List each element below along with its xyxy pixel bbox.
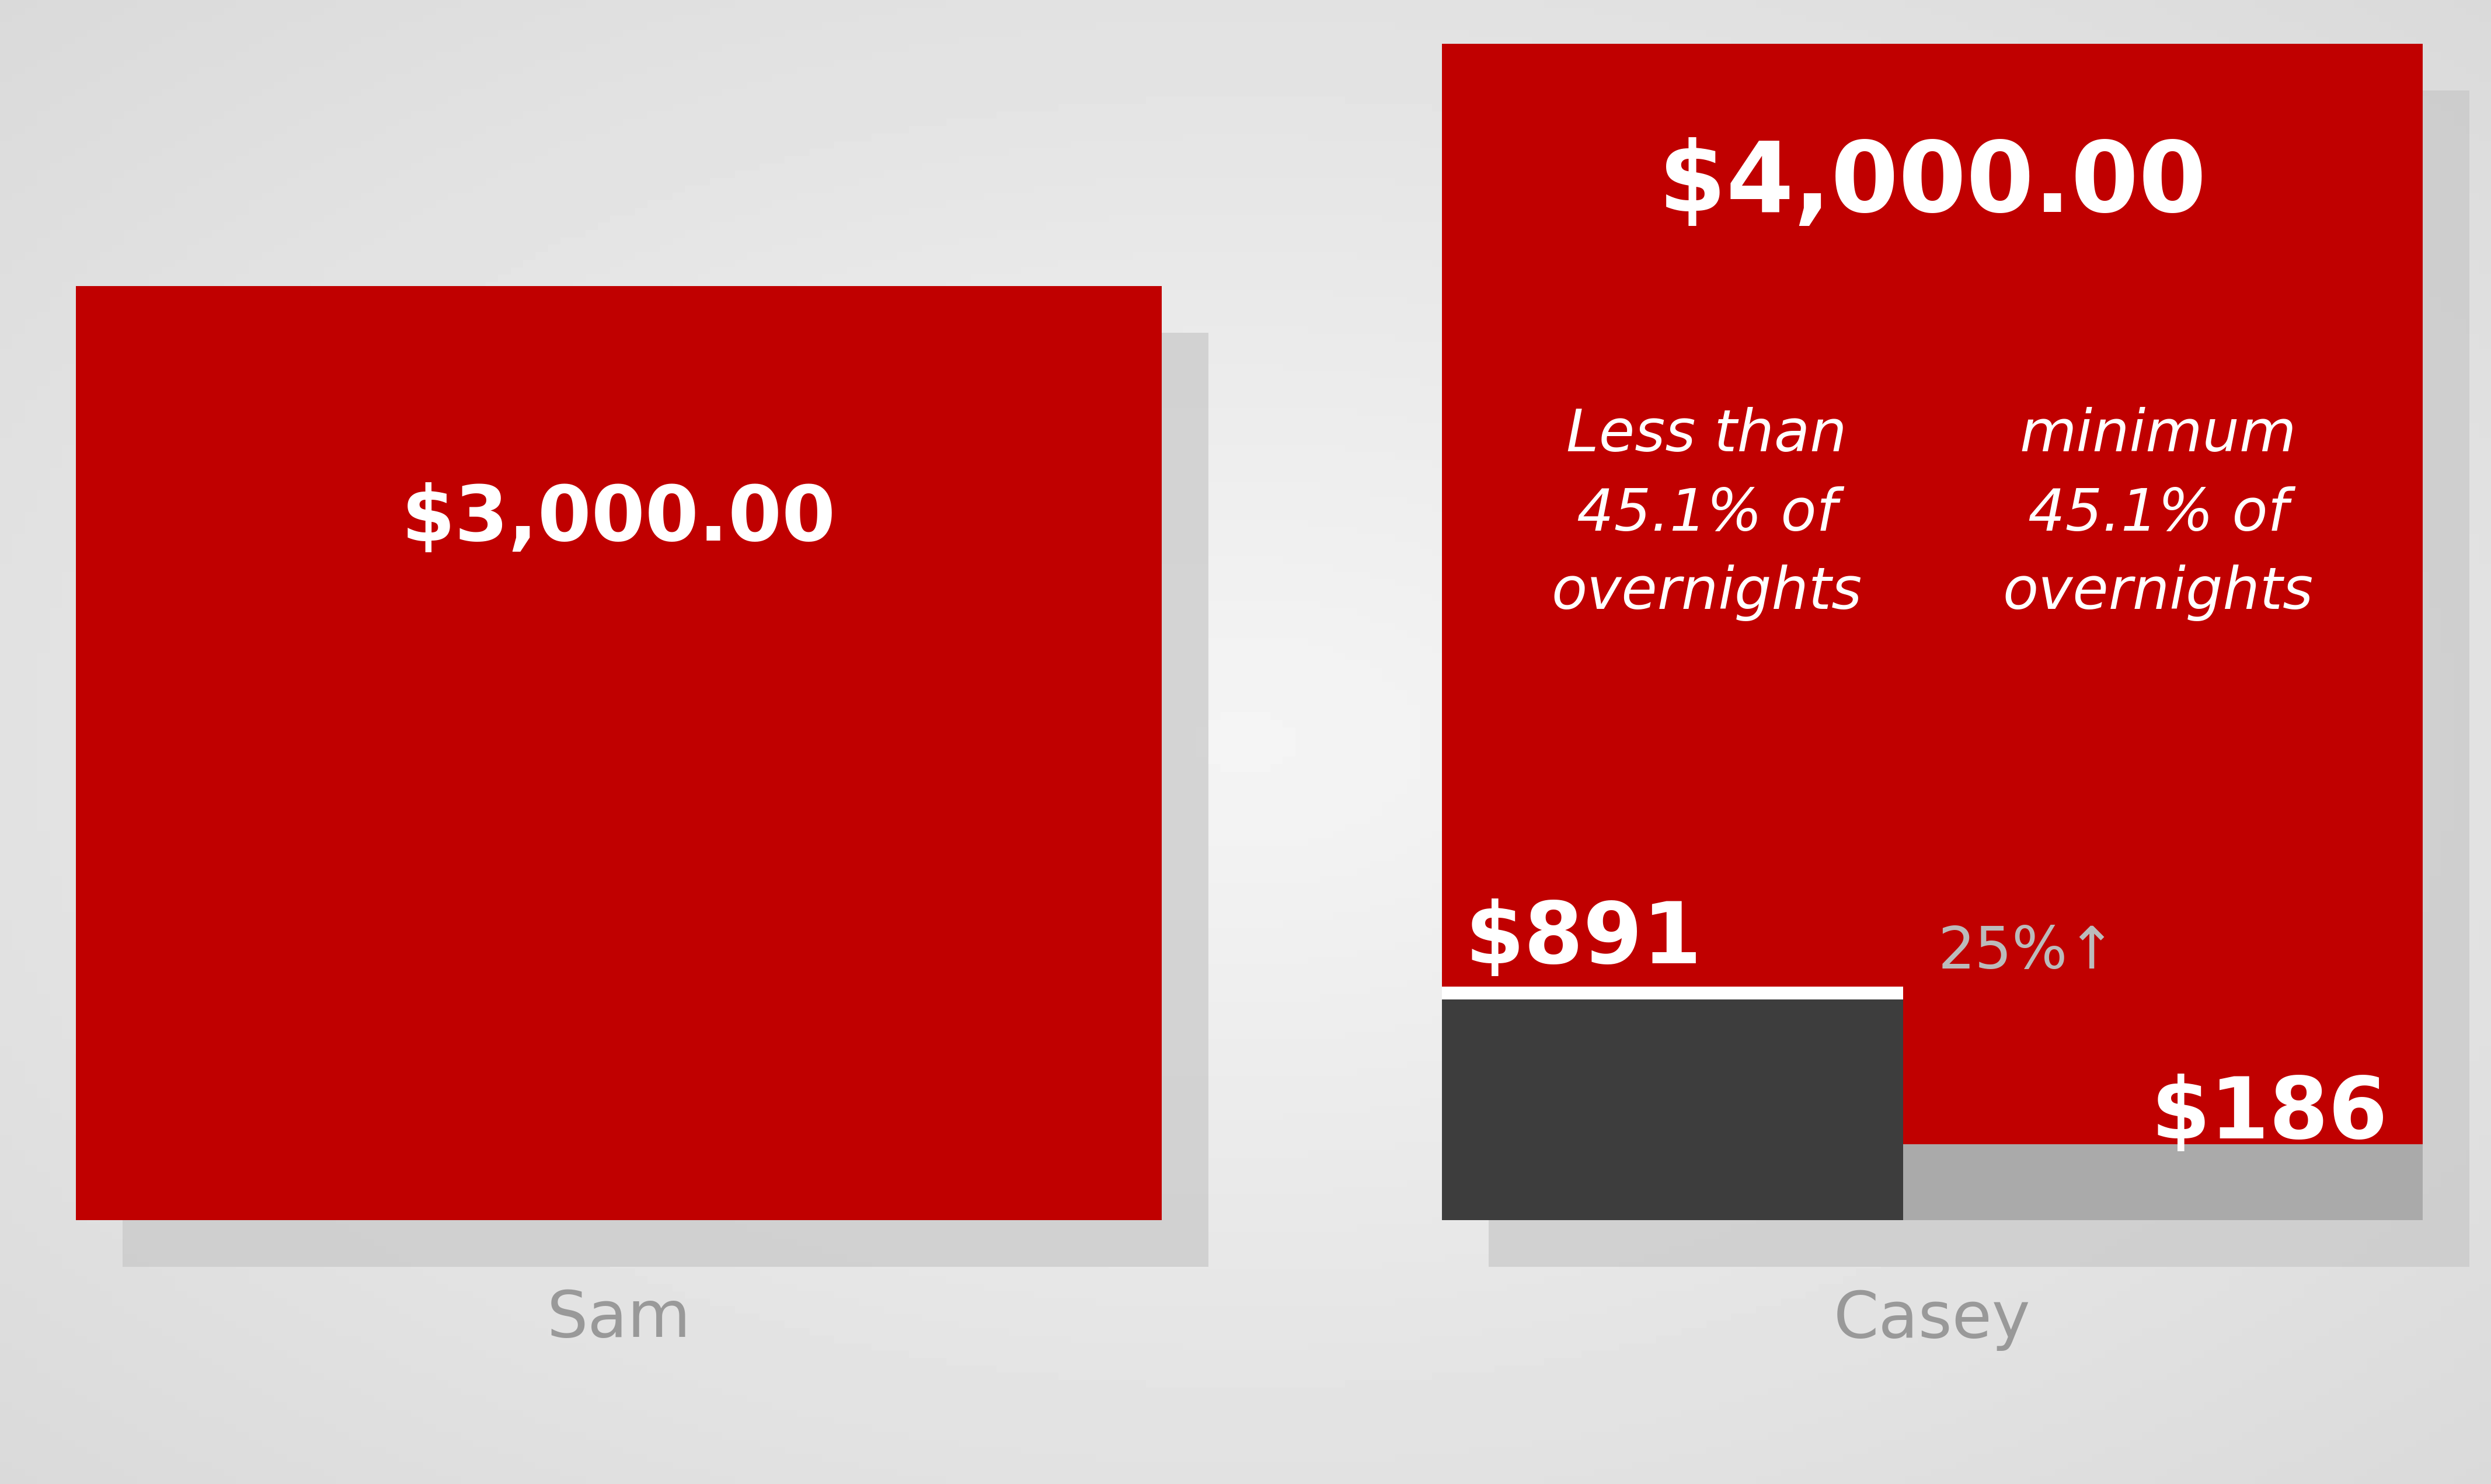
- Bar: [1490, 91, 2469, 1267]
- Bar: [1442, 987, 1903, 999]
- Bar: [122, 332, 1208, 1267]
- Bar: [1442, 993, 1903, 1220]
- Text: $891: $891: [1465, 898, 1701, 981]
- Text: $3,000.00: $3,000.00: [401, 482, 837, 556]
- Text: 25%↑: 25%↑: [1938, 925, 2117, 981]
- Text: $4,000.00: $4,000.00: [1659, 137, 2207, 233]
- Bar: [1442, 45, 2424, 1220]
- Bar: [1903, 1144, 2424, 1220]
- Text: $186: $186: [2150, 1073, 2389, 1156]
- Text: Sam: Sam: [546, 1288, 690, 1350]
- Text: Less than
45.1% of
overnights: Less than 45.1% of overnights: [1552, 407, 1863, 622]
- Text: minimum
45.1% of
overnights: minimum 45.1% of overnights: [2003, 407, 2314, 622]
- Text: Casey: Casey: [1833, 1288, 2030, 1350]
- Bar: [75, 286, 1161, 1220]
